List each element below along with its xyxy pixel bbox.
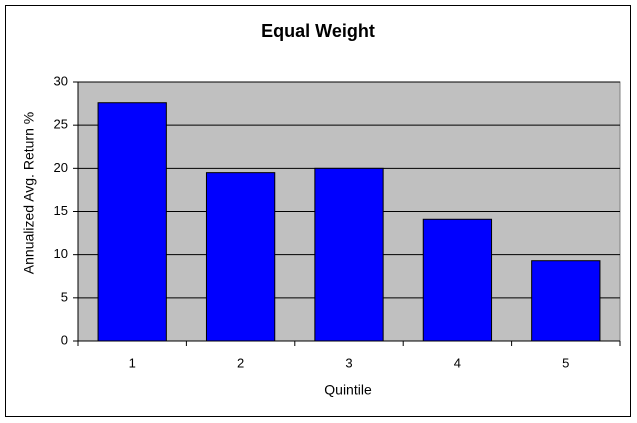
x-tick-label: 2 — [237, 355, 244, 370]
x-tick-label: 1 — [129, 355, 136, 370]
y-tick-label: 5 — [61, 289, 68, 304]
chart-title: Equal Weight — [261, 21, 375, 41]
y-tick-label: 10 — [54, 246, 68, 261]
y-tick-label: 15 — [54, 203, 68, 218]
bar — [422, 218, 493, 342]
bar — [97, 102, 167, 342]
bar — [314, 167, 384, 342]
x-tick-label: 4 — [454, 355, 461, 370]
x-tick-label: 3 — [345, 355, 352, 370]
y-tick-label: 20 — [54, 160, 68, 175]
bar — [205, 172, 276, 342]
y-tick-label: 0 — [61, 332, 68, 347]
bar — [531, 260, 601, 342]
x-axis-title: Quintile — [324, 382, 372, 398]
y-tick-label: 25 — [54, 117, 68, 132]
y-axis-title: Annualized Avg. Return % — [21, 112, 37, 274]
x-tick-label: 5 — [562, 355, 569, 370]
y-tick-label: 30 — [54, 73, 68, 88]
